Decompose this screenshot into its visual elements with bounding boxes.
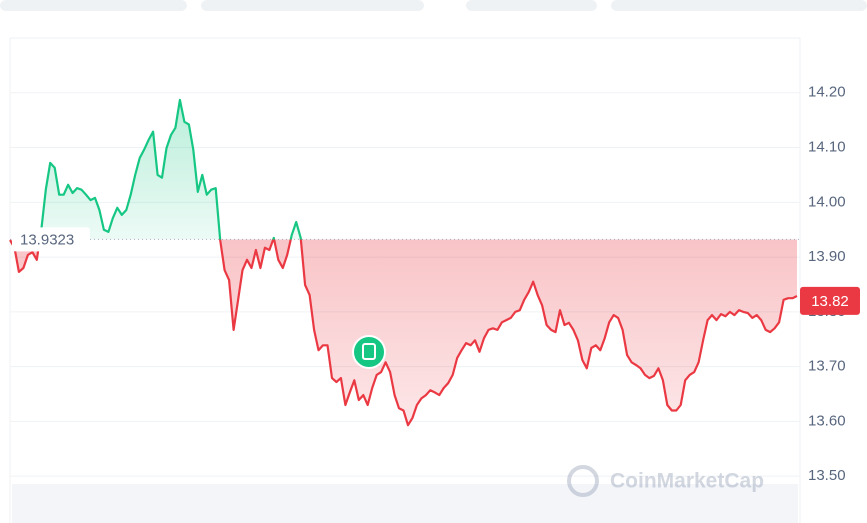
y-tick-label: 13.70	[808, 358, 846, 375]
baseline-label-box	[12, 227, 90, 252]
price-tag-label: 13.82	[811, 293, 849, 310]
watermark-text: CoinMarketCap	[610, 470, 764, 493]
tab[interactable]	[466, 0, 597, 11]
y-tick-label: 14.00	[808, 193, 846, 210]
y-tick-label: 13.90	[808, 248, 846, 265]
y-tick-label: 13.50	[808, 467, 846, 484]
news-icon[interactable]	[352, 335, 386, 369]
volume-fog	[12, 484, 798, 523]
price-area	[10, 99, 797, 426]
price-line	[9, 98, 798, 427]
y-tick-label: 13.60	[808, 412, 846, 429]
tab[interactable]	[201, 0, 424, 11]
tab[interactable]	[0, 0, 187, 11]
baseline-label: 13.9323	[20, 231, 74, 248]
price-tag	[800, 286, 860, 315]
plot-layer: 13.5013.6013.7013.8013.9014.0014.1014.20…	[9, 84, 860, 484]
tab[interactable]	[611, 0, 867, 11]
watermark-logo	[567, 465, 599, 497]
y-tick-label: 14.10	[808, 139, 846, 156]
news-glyph	[362, 343, 376, 360]
news-marker[interactable]	[352, 335, 386, 369]
y-tick-label: 14.20	[808, 84, 846, 101]
watermark: CoinMarketCap	[567, 465, 764, 497]
